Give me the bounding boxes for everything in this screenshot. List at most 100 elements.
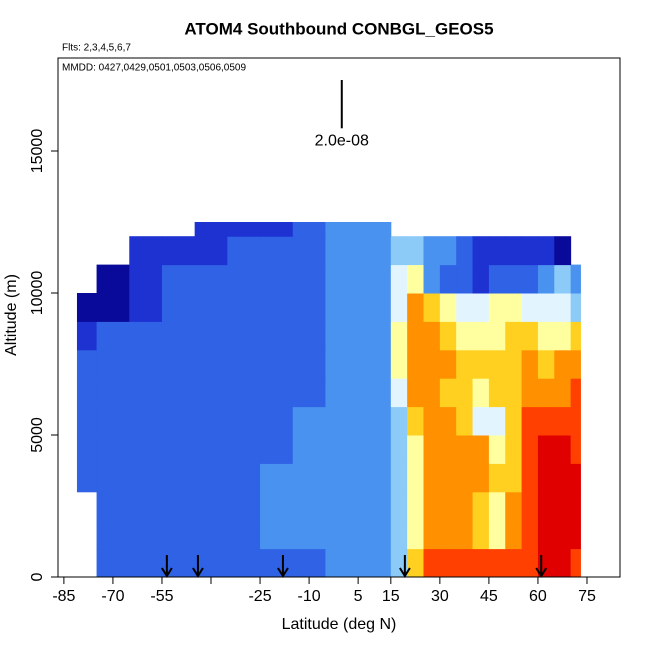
heat-cell bbox=[96, 406, 130, 436]
heat-cell bbox=[161, 378, 196, 408]
heat-cell bbox=[472, 548, 490, 578]
x-tick-label: 75 bbox=[578, 588, 596, 605]
heat-cell bbox=[407, 548, 425, 578]
heat-cell bbox=[260, 491, 294, 521]
heat-cell bbox=[161, 349, 196, 379]
x-axis-label: Latitude (deg N) bbox=[282, 616, 397, 633]
heat-cell bbox=[472, 321, 490, 351]
heat-cell bbox=[260, 321, 294, 351]
heat-cell bbox=[521, 349, 539, 379]
heat-cell bbox=[505, 378, 523, 408]
heat-cell bbox=[488, 236, 506, 266]
heat-cell bbox=[423, 491, 441, 521]
heat-cell bbox=[227, 236, 261, 266]
heat-cell bbox=[129, 406, 163, 436]
heat-cell bbox=[505, 349, 523, 379]
heat-cell bbox=[407, 520, 425, 550]
heat-cell bbox=[96, 264, 130, 294]
heat-cell bbox=[456, 321, 474, 351]
heat-cell bbox=[439, 349, 457, 379]
heat-cell bbox=[456, 520, 474, 550]
heat-cell bbox=[325, 349, 359, 379]
heat-cell bbox=[76, 349, 98, 379]
heat-cell bbox=[96, 548, 130, 578]
heat-cell bbox=[505, 548, 523, 578]
heat-cell bbox=[570, 463, 581, 493]
heat-cell bbox=[570, 349, 581, 379]
heat-cell bbox=[407, 406, 425, 436]
heat-cell bbox=[537, 236, 555, 266]
heat-cell bbox=[423, 378, 441, 408]
heat-cell bbox=[456, 349, 474, 379]
heat-cell bbox=[129, 321, 163, 351]
heat-cell bbox=[570, 548, 581, 578]
heat-cell bbox=[76, 463, 98, 493]
heat-cell bbox=[325, 222, 359, 237]
heat-cell bbox=[129, 236, 163, 266]
heat-cell bbox=[161, 520, 196, 550]
heat-cell bbox=[456, 293, 474, 322]
chart-title: ATOM4 Southbound CONBGL_GEOS5 bbox=[184, 19, 493, 38]
heat-cell bbox=[260, 406, 294, 436]
x-tick-label: -25 bbox=[248, 588, 271, 605]
flight-arrow-head bbox=[192, 567, 204, 578]
heat-cell bbox=[570, 293, 581, 322]
heat-cell bbox=[472, 349, 490, 379]
heat-cell bbox=[358, 548, 392, 578]
heat-cell bbox=[358, 463, 392, 493]
x-tick-label: -10 bbox=[298, 588, 321, 605]
heat-cell bbox=[505, 236, 523, 266]
heat-cell bbox=[439, 236, 457, 266]
heat-cell bbox=[129, 463, 163, 493]
heat-cell bbox=[439, 406, 457, 436]
heat-cell bbox=[439, 293, 457, 322]
dates-note: MMDD: 0427,0429,0501,0503,0506,0509 bbox=[62, 63, 246, 74]
heat-cell bbox=[292, 349, 326, 379]
heat-cell bbox=[505, 435, 523, 464]
heat-cell bbox=[227, 520, 261, 550]
heat-cell bbox=[554, 293, 572, 322]
heat-cell bbox=[537, 378, 555, 408]
x-tick-label: 60 bbox=[529, 588, 547, 605]
heat-cell bbox=[505, 321, 523, 351]
heat-cell bbox=[227, 491, 261, 521]
heat-cell bbox=[456, 236, 474, 266]
heat-cell bbox=[537, 349, 555, 379]
heat-cell bbox=[423, 548, 441, 578]
heat-cell bbox=[325, 378, 359, 408]
heat-cell bbox=[537, 491, 555, 521]
heat-cell bbox=[194, 349, 228, 379]
x-tick-label: -85 bbox=[52, 588, 75, 605]
heat-cell bbox=[358, 264, 392, 294]
heat-cell bbox=[325, 406, 359, 436]
heat-cell bbox=[358, 236, 392, 266]
heat-cell bbox=[423, 520, 441, 550]
heat-cell bbox=[537, 321, 555, 351]
heat-cell bbox=[96, 491, 130, 521]
heat-cell bbox=[472, 378, 490, 408]
heat-cell bbox=[227, 293, 261, 322]
heat-cell bbox=[439, 463, 457, 493]
heat-cell bbox=[521, 435, 539, 464]
heat-cell bbox=[488, 264, 506, 294]
heat-cell bbox=[161, 463, 196, 493]
heat-cell bbox=[292, 264, 326, 294]
heat-cell bbox=[521, 520, 539, 550]
heat-cell bbox=[407, 435, 425, 464]
heat-cell bbox=[325, 264, 359, 294]
heat-cell bbox=[161, 491, 196, 521]
heat-cell bbox=[161, 435, 196, 464]
heat-cell bbox=[472, 236, 490, 266]
heat-cell bbox=[325, 548, 359, 578]
heat-cell bbox=[260, 236, 294, 266]
heat-cell bbox=[260, 222, 294, 237]
heat-cell bbox=[358, 491, 392, 521]
heat-cell bbox=[570, 491, 581, 521]
heat-cell bbox=[472, 463, 490, 493]
heat-cell bbox=[505, 406, 523, 436]
flight-arrow-head bbox=[399, 567, 411, 578]
heat-cell bbox=[194, 264, 228, 294]
heat-cell bbox=[407, 264, 425, 294]
heat-cell bbox=[194, 463, 228, 493]
heat-cell bbox=[570, 435, 581, 464]
